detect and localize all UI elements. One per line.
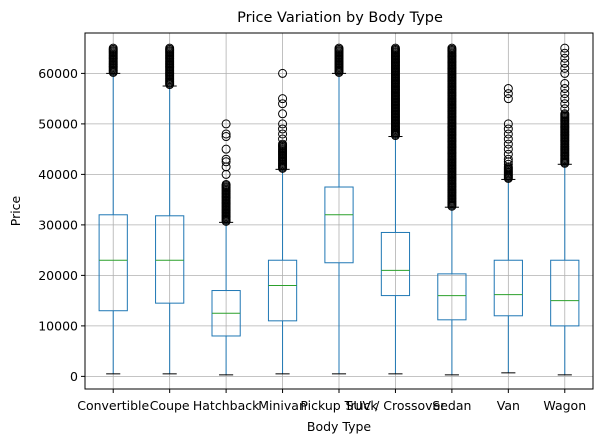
outlier-point [278,109,288,119]
outlier-point [447,201,457,211]
x-tick-label: Coupe [150,398,190,413]
outlier-point [503,124,513,134]
y-tick-label: 30000 [38,217,78,232]
outlier-point [278,99,288,109]
outlier-point [278,94,288,104]
outlier-point [221,119,231,129]
x-tick-label: Van [497,398,520,413]
y-tick-label: 20000 [38,268,78,283]
box-iqr [437,273,467,321]
outlier-point [503,94,513,104]
outlier-point [560,94,570,104]
outlier-point [334,67,344,77]
box-iqr [155,215,185,304]
outlier-point [560,99,570,109]
outlier-point [560,78,570,88]
x-tick-label: Hatchback [193,398,260,413]
outlier-point [221,157,231,167]
outlier-point [560,48,570,58]
outlier-point [221,132,231,142]
outlier-point [221,129,231,139]
box-coupe [155,43,185,375]
outlier-point [560,63,570,73]
x-tick-label: Sedan [432,398,471,413]
y-tick-label: 60000 [38,66,78,81]
outlier-point [503,154,513,164]
outlier-point [221,154,231,164]
outlier-point [278,119,288,129]
box-pickup-truck [324,43,354,375]
outlier-point [503,129,513,139]
outlier-point [503,144,513,154]
y-tick-label: 0 [70,369,78,384]
outlier-point [278,163,288,173]
outlier-point [503,134,513,144]
outlier-point [503,89,513,99]
outlier-point [278,124,288,134]
box-iqr [550,259,580,327]
outlier-point [503,119,513,129]
x-axis-label: Body Type [307,419,372,434]
outlier-point [390,131,400,141]
outlier-point [503,139,513,149]
box-iqr [324,186,354,264]
x-tick-label: Wagon [543,398,586,413]
box-convertible [98,43,128,375]
box-sedan [437,43,467,376]
outlier-point [560,68,570,78]
box-minivan [267,68,298,375]
outlier-point [560,158,570,168]
outlier-point [560,53,570,63]
outlier-point [278,134,288,144]
x-tick-label: Convertible [77,398,149,413]
outlier-point [278,68,288,78]
chart-title: Price Variation by Body Type [237,10,443,26]
box-iqr [267,259,298,322]
outlier-point [503,173,513,183]
box-iqr [493,259,523,317]
outlier-point [278,129,288,139]
outlier-point [503,149,513,159]
box-layer [98,43,580,376]
y-tick-label: 10000 [38,318,78,333]
box-van [493,84,523,374]
outlier-point [221,144,231,154]
box-iqr [98,214,128,312]
outlier-point [560,58,570,68]
y-tick-label: 40000 [38,167,78,182]
x-tick-label: Minivan [258,398,307,413]
x-tick-label: Pickup Truck [300,398,378,413]
y-tick-label: 50000 [38,116,78,131]
box-hatchback [211,119,241,376]
box-iqr [380,231,411,297]
box-wagon [550,43,580,376]
outlier-point [560,43,570,53]
box-suv-crossover [380,43,411,375]
outlier-point [560,84,570,94]
y-axis-label: Price [8,195,23,226]
outlier-point [560,89,570,99]
outlier-point [503,159,513,169]
x-tick-label: SUV / Crossover [345,398,446,413]
outlier-point [503,84,513,94]
outlier-point [560,104,570,114]
outlier-point [165,80,175,90]
y-axis-ticks: 0 10000 20000 30000 40000 50000 60000 [38,66,85,384]
outlier-point [221,216,231,226]
outlier-point [108,67,118,77]
